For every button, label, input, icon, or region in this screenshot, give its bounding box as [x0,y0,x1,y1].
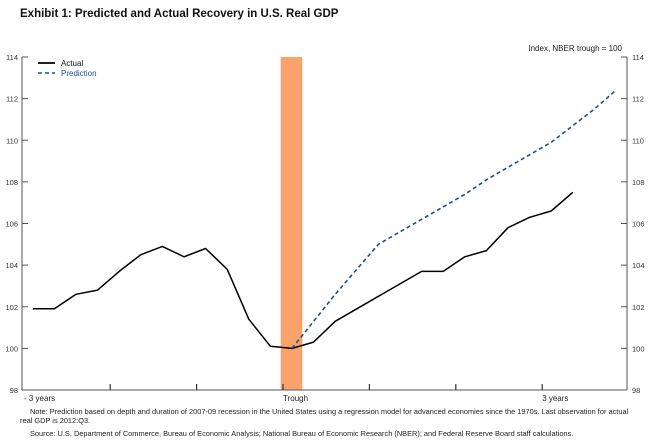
series-line-prediction [291,89,617,349]
left-y-tick-label: 102 [5,303,18,312]
legend-label-prediction: Prediction [61,69,97,78]
left-y-tick-label: 112 [6,95,18,104]
right-y-tick-label: 106 [632,220,645,229]
left-y-tick-label: 108 [5,178,18,187]
trough-shade-bar [280,57,303,390]
x-tick-label: Trough [283,394,308,403]
left-y-tick-label: 100 [5,344,18,353]
right-y-tick-label: 108 [632,178,645,187]
right-y-tick-label: 102 [632,303,645,312]
left-y-tick-label: 106 [5,220,18,229]
left-y-tick-label: 104 [5,261,18,270]
left-y-tick-label: 110 [6,136,18,145]
x-tick-label: - 3 years [24,394,55,403]
left-y-tick-label: 114 [6,53,18,62]
legend-label-actual: Actual [61,59,83,68]
series-line-actual [32,191,574,350]
right-y-tick-label: 110 [632,136,644,145]
chart-source: Source: U.S. Department of Commerce, Bur… [30,429,574,438]
right-y-tick-label: 98 [632,386,640,395]
right-y-tick-label: 114 [632,53,644,62]
units-label: Index, NBER trough = 100 [528,44,622,53]
right-y-tick-label: 112 [632,95,644,104]
x-tick-label: 3 years [542,394,568,403]
chart-title: Exhibit 1: Predicted and Actual Recovery… [20,8,339,20]
right-y-tick-label: 104 [632,261,645,270]
chart-note: Note: Prediction based on depth and dura… [20,407,629,425]
right-y-tick-label: 100 [632,344,645,353]
left-y-tick-label: 98 [10,386,18,395]
